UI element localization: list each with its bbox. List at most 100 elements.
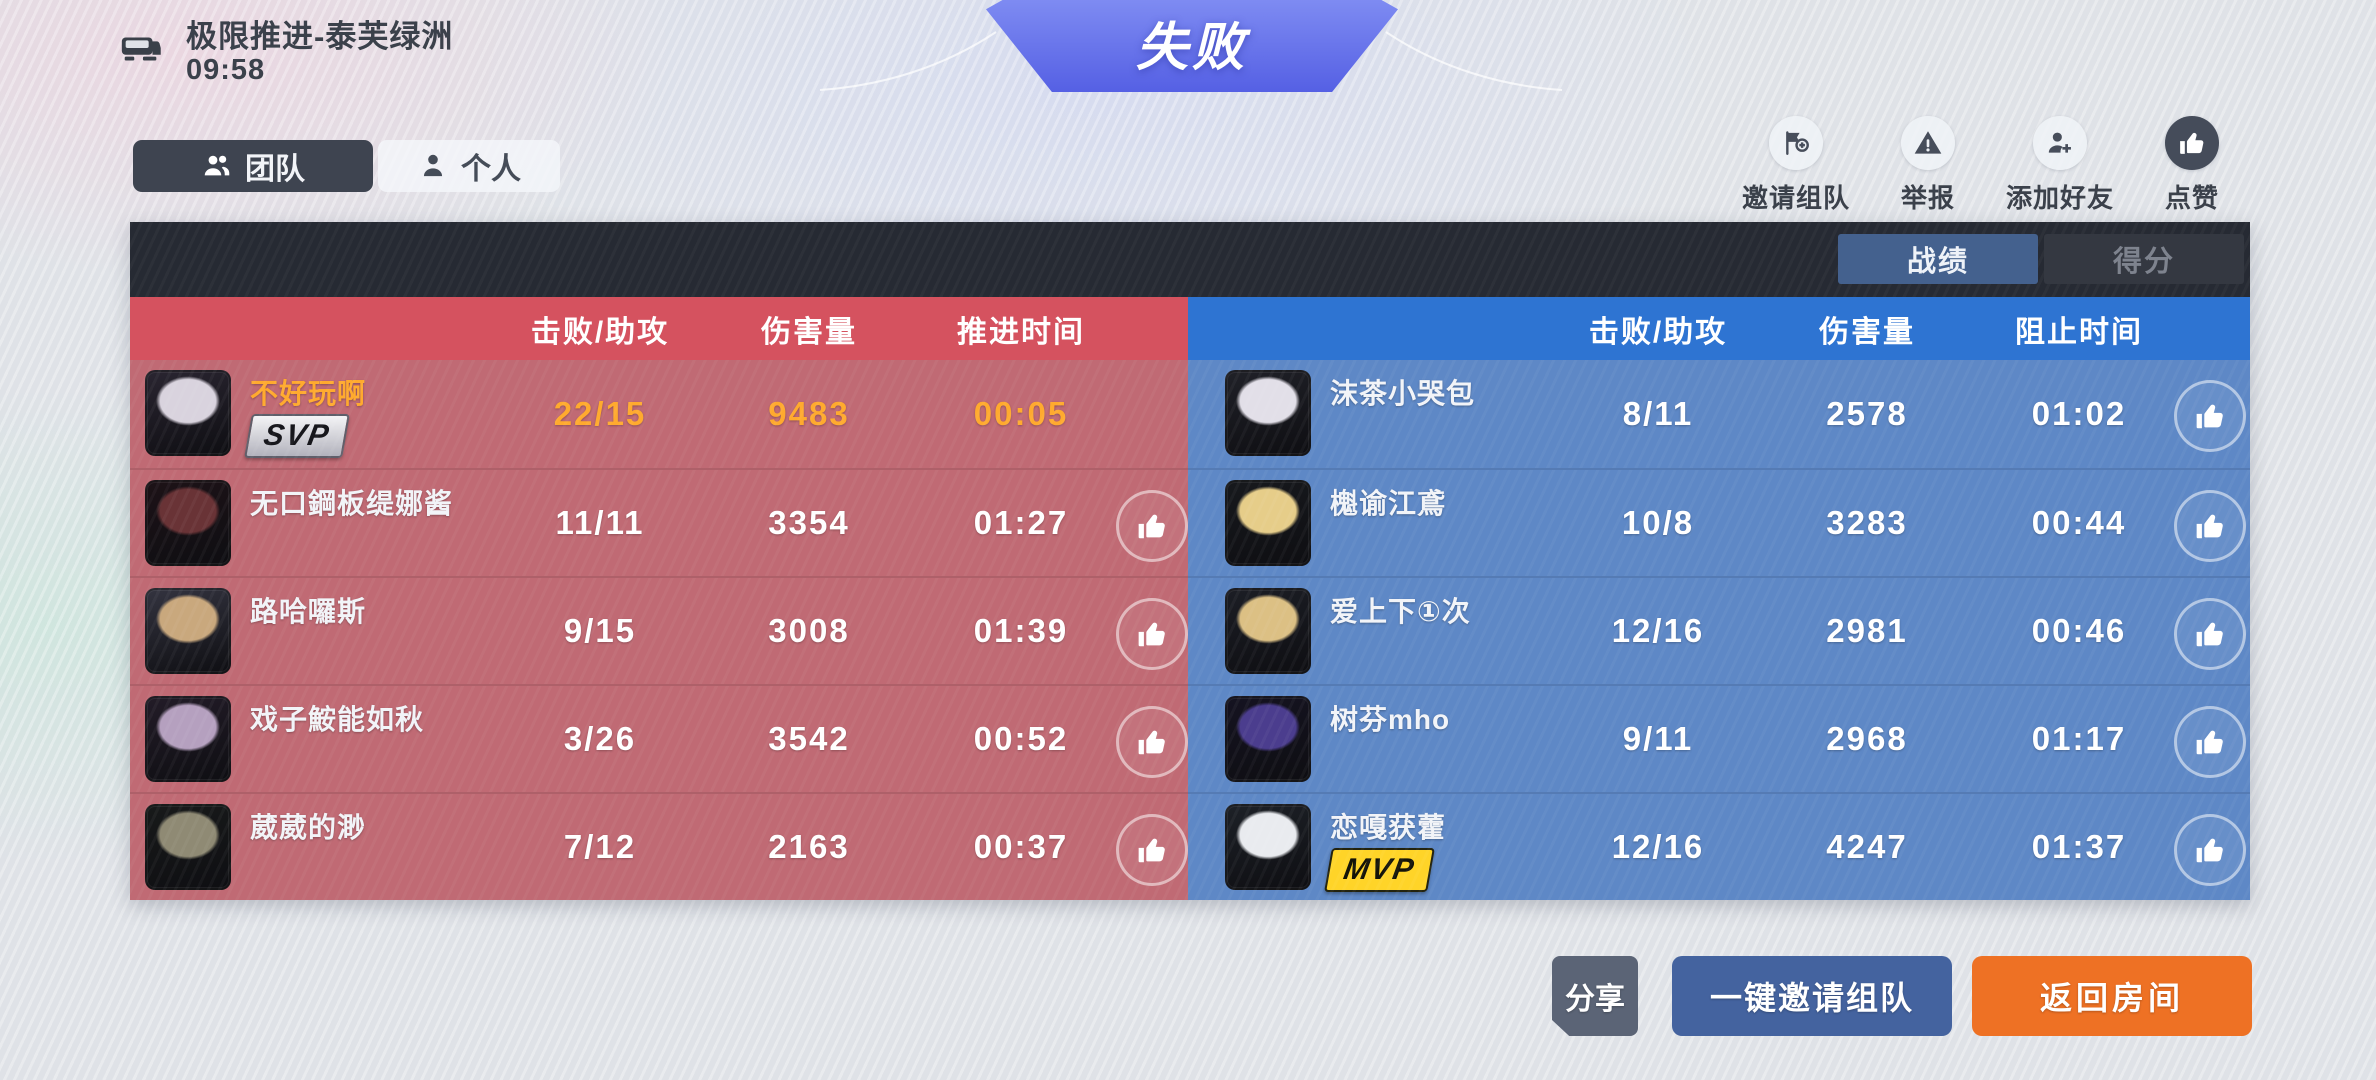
player-name: 沫茶小哭包 (1330, 378, 1476, 409)
blue-team-table: 击败/助攻 伤害量 阻止时间 沫茶小哭包 8/11 2578 01:02 (1188, 297, 2250, 900)
stat-kills-assists: 8/11 (1622, 395, 1694, 432)
blue-col-kills-assists: 击败/助攻 (1588, 315, 1728, 349)
stat-time: 01:27 (973, 504, 1069, 541)
avatar[interactable] (145, 588, 231, 674)
player-row: 爱上下①次 12/16 2981 00:46 (1188, 576, 2250, 684)
like-button[interactable] (1116, 814, 1188, 886)
flag-plus-icon (1769, 116, 1823, 170)
avatar[interactable] (145, 696, 231, 782)
like-button[interactable] (1116, 490, 1188, 562)
stat-kills-assists: 10/8 (1621, 504, 1695, 541)
add-friend-button[interactable]: 添加好友 (2000, 116, 2120, 215)
thumbs-up-icon (1138, 838, 1165, 863)
share-button[interactable]: 分享 (1552, 956, 1638, 1036)
stat-time: 00:52 (973, 720, 1069, 757)
red-col-damage: 伤害量 (761, 315, 857, 349)
player-row: 恋嘎获藿 MVP 12/16 4247 01:37 (1188, 792, 2250, 900)
stat-kills-assists: 9/11 (1622, 720, 1694, 757)
mvp-badge: MVP (1324, 848, 1435, 892)
stat-damage: 2163 (768, 828, 850, 865)
thumbs-up-icon (2196, 514, 2223, 539)
player-row: 櫆谕江鳶 10/8 3283 00:44 (1188, 468, 2250, 576)
like-button[interactable] (1116, 706, 1188, 778)
like-button[interactable] (2174, 598, 2246, 670)
player-name: 恋嘎获藿 (1330, 812, 1447, 843)
thumbs-up-icon (2196, 622, 2223, 647)
bus-icon (121, 37, 161, 61)
scoreboard-panel: 战绩 得分 击败/助攻 伤害量 推进时间 不好玩啊 SVP 22/15 (130, 222, 2250, 900)
invite-team-button[interactable]: 邀请组队 (1736, 116, 1856, 215)
stat-kills-assists: 11/11 (555, 504, 645, 541)
player-name: 櫆谕江鳶 (1330, 488, 1447, 519)
person-plus-icon (2033, 116, 2087, 170)
result-banner-text: 失败 (1135, 18, 1248, 77)
invite-all-button[interactable]: 一键邀请组队 (1672, 956, 1952, 1036)
stat-kills-assists: 12/16 (1611, 828, 1705, 865)
stat-time: 01:02 (2031, 395, 2127, 432)
red-col-kills-assists: 击败/助攻 (530, 315, 670, 349)
player-row: 戏子鮟能如秋 3/26 3542 00:52 (130, 684, 1188, 792)
red-team-header: 击败/助攻 伤害量 推进时间 (130, 297, 1188, 360)
tab-team-label: 团队 (245, 153, 305, 186)
avatar[interactable] (1225, 370, 1311, 456)
thumbs-up-icon (2165, 116, 2219, 170)
svp-badge: SVP (244, 414, 350, 458)
stat-damage: 2968 (1826, 720, 1908, 757)
avatar[interactable] (1225, 696, 1311, 782)
player-row: 路哈囉斯 9/15 3008 01:39 (130, 576, 1188, 684)
thumbs-up-icon (2196, 838, 2223, 863)
tab-team[interactable]: 团队 (133, 140, 373, 192)
like-button[interactable] (2174, 706, 2246, 778)
report-button[interactable]: 举报 (1868, 116, 1988, 215)
stat-time: 00:46 (2031, 612, 2127, 649)
match-info: 极限推进-泰芙绿洲 09:58 (112, 20, 453, 86)
stat-damage: 2578 (1826, 395, 1908, 432)
toggle-score[interactable]: 得分 (2044, 234, 2244, 284)
player-row: 无口鋼板缇娜酱 11/11 3354 01:27 (130, 468, 1188, 576)
return-room-button[interactable]: 返回房间 (1972, 956, 2252, 1036)
avatar[interactable] (145, 804, 231, 890)
avatar[interactable] (1225, 804, 1311, 890)
like-button[interactable] (2174, 490, 2246, 562)
thumbs-up-icon (2196, 730, 2223, 755)
player-row: 葳葳的渺 7/12 2163 00:37 (130, 792, 1188, 900)
stat-damage: 3542 (768, 720, 850, 757)
avatar[interactable] (1225, 480, 1311, 566)
player-name: 葳葳的渺 (250, 812, 367, 843)
like-button[interactable] (2174, 380, 2246, 452)
avatar[interactable] (1225, 588, 1311, 674)
stat-damage: 3008 (768, 612, 850, 649)
player-name: 树芬mho (1330, 704, 1451, 735)
add-friend-label: 添加好友 (2005, 183, 2114, 213)
avatar[interactable] (145, 480, 231, 566)
stat-time: 00:44 (2031, 504, 2127, 541)
stat-kills-assists: 3/26 (563, 720, 637, 757)
like-button[interactable] (1116, 598, 1188, 670)
warning-icon (1901, 116, 1955, 170)
tab-personal[interactable]: 个人 (378, 140, 560, 192)
report-label: 举报 (1900, 183, 1955, 213)
thumbs-up-icon (1138, 514, 1165, 539)
player-row: 沫茶小哭包 8/11 2578 01:02 (1188, 360, 2250, 468)
mode-title: 极限推进-泰芙绿洲 (186, 19, 454, 54)
stat-damage: 3354 (768, 504, 850, 541)
like-all-button[interactable]: 点赞 (2132, 116, 2252, 215)
stat-kills-assists: 7/12 (563, 828, 637, 865)
like-button[interactable] (2174, 814, 2246, 886)
player-name: 无口鋼板缇娜酱 (250, 488, 454, 519)
stat-kills-assists: 12/16 (1611, 612, 1705, 649)
person-icon (423, 154, 443, 177)
player-row: 树芬mho 9/11 2968 01:17 (1188, 684, 2250, 792)
teams-tables: 击败/助攻 伤害量 推进时间 不好玩啊 SVP 22/15 9483 00:05 (130, 297, 2250, 900)
stat-damage: 9483 (768, 395, 850, 432)
blue-col-time: 阻止时间 (2015, 315, 2143, 349)
player-name: 戏子鮟能如秋 (250, 704, 425, 735)
avatar[interactable] (145, 370, 231, 456)
player-row: 不好玩啊 SVP 22/15 9483 00:05 (130, 360, 1188, 468)
stat-time: 01:37 (2031, 828, 2127, 865)
banner-decor-left (819, 31, 997, 91)
player-name: 路哈囉斯 (250, 596, 367, 627)
toggle-stats[interactable]: 战绩 (1838, 234, 2038, 284)
player-name: 爱上下①次 (1330, 596, 1471, 627)
thumbs-up-icon (1138, 622, 1165, 647)
